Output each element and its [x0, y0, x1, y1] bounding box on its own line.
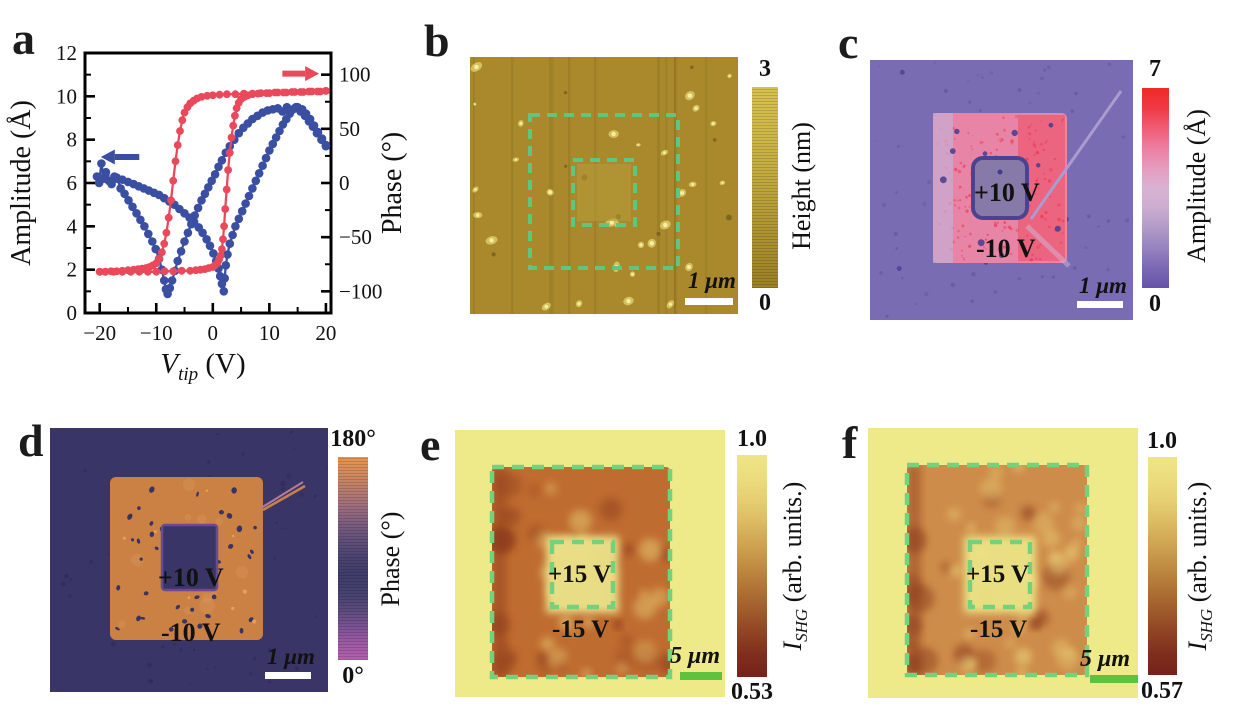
y-left-tick-label: 8: [67, 128, 78, 152]
scale-bar-label: 1 μm: [1079, 273, 1127, 298]
shg-units: (arb. units.): [1182, 481, 1212, 609]
write-voltage-label: +15 V: [548, 561, 611, 588]
phase-colorbar-title: Phase (°): [376, 511, 405, 607]
shg-colorbar-2: [1148, 457, 1177, 675]
shg-symbol: I: [1182, 641, 1212, 651]
shg-symbol: I: [777, 641, 807, 651]
scale-bar: [265, 672, 311, 679]
hysteresis-loop-chart: −20 −10 0 10 20024681012−100−50050100Amplitu…: [6, 41, 408, 385]
y-right-tick-label: −100: [339, 279, 382, 303]
phase-colorbar-min: 0°: [342, 663, 364, 689]
y-right-tick-label: 50: [339, 117, 360, 141]
x-tick-label: 10: [259, 321, 280, 345]
height-colorbar-min: 0: [759, 290, 771, 316]
height-colorbar-max: 3: [759, 56, 771, 82]
y-right-tick-label: 100: [339, 63, 371, 87]
scale-bar-label: 1 μm: [688, 268, 736, 293]
pale-edge-column: [933, 113, 953, 263]
phase-sweep-down-markers: [95, 87, 330, 276]
y-left-tick-label: 0: [67, 301, 78, 325]
x-axis-title: Vtip (V): [160, 348, 245, 385]
inner-poled-patch: [546, 536, 619, 613]
shg-colorbar-1-max: 1.0: [737, 426, 767, 452]
write-voltage-label: +10 V: [158, 563, 224, 592]
amplitude-colorbar: [1142, 88, 1169, 288]
write-voltage-label: -15 V: [552, 616, 609, 643]
panel-letter-c: c: [838, 17, 859, 68]
panel-letter-a: a: [12, 13, 35, 64]
shg-intensity-image-1: +15 V -15 V 5 μm: [455, 430, 725, 697]
amplitude-colorbar-title: Amplitude (Å): [1182, 109, 1211, 263]
amplitude-sweep-down-markers: [95, 102, 331, 296]
poled-region-outline: [967, 539, 1033, 610]
write-voltage-label: +15 V: [966, 561, 1029, 588]
amplitude-axis-arrow-head: [100, 149, 115, 165]
shg-colorbar-2-title: ISHG (arb. units.): [1183, 416, 1217, 716]
shg-mottle: [492, 467, 670, 677]
shg-units: (arb. units.): [777, 481, 807, 609]
shg-subscript: SHG: [792, 608, 812, 642]
poled-region-outline: [489, 464, 673, 680]
pfm-phase-image: +10 V -10 V 1 μm: [50, 428, 328, 692]
phase-colorbar: [338, 457, 368, 660]
shg-subscript: SHG: [1197, 608, 1217, 642]
panel-letter-f: f: [842, 417, 858, 468]
poled-region-outline: [549, 539, 616, 610]
surface-scratch: [1029, 90, 1123, 220]
y-right-tick-label: 0: [339, 171, 350, 195]
x-tick-label: 0: [208, 321, 219, 345]
poled-region-outline: [528, 113, 680, 270]
height-colorbar: [752, 87, 778, 288]
write-voltage-label: -15 V: [970, 616, 1027, 643]
y-left-tick-label: 4: [67, 214, 78, 238]
scale-bar: [685, 298, 733, 305]
scale-bar: [1077, 301, 1123, 308]
shg-colorbar-1-title: ISHG (arb. units.): [778, 416, 812, 716]
panel-letter-d: d: [18, 415, 44, 466]
surface-scratch: [260, 481, 304, 509]
panel-letter-e: e: [420, 419, 441, 470]
amplitude-colorbar-min: 0: [1149, 291, 1161, 317]
topography-image: 1 μm: [470, 57, 738, 314]
inner-poled-patch: [964, 536, 1036, 613]
y-right-tick-label: −50: [339, 225, 372, 249]
shg-colorbar-1: [737, 455, 767, 677]
scale-bar-label: 1 μm: [267, 644, 315, 669]
poled-region-outline: [571, 158, 637, 227]
x-tick-label: −10: [140, 321, 173, 345]
amplitude-colorbar-max: 7: [1149, 56, 1161, 82]
y-left-tick-label: 2: [67, 258, 78, 282]
panel-letter-b: b: [424, 15, 450, 66]
inner-poled-square: [971, 156, 1029, 220]
shg-intensity-image-2: +15 V -15 V 5 μm: [868, 428, 1138, 698]
y-left-tick-label: 12: [56, 41, 77, 65]
y-left-axis-title: Amplitude (Å): [6, 100, 37, 266]
phase-sweep-down-line: [99, 89, 326, 273]
pfm-amplitude-image: +10 V -10 V 1 μm: [870, 60, 1133, 320]
y-right-axis-title: Phase (°): [377, 132, 408, 234]
phase-colorbar-max: 180°: [330, 426, 376, 452]
scale-bar-label: 5 μm: [1080, 646, 1130, 672]
shg-mottle: [907, 465, 1087, 675]
write-voltage-label: +10 V: [974, 178, 1040, 207]
height-colorbar-title: Height (nm): [787, 122, 816, 250]
scale-bar: [1090, 675, 1138, 683]
shg-colorbar-2-max: 1.0: [1147, 428, 1177, 454]
write-voltage-label: -10 V: [976, 234, 1036, 263]
poled-region-outline: [904, 462, 1090, 678]
x-tick-label: 20: [315, 321, 336, 345]
scale-bar: [680, 672, 722, 680]
write-voltage-label: -10 V: [161, 618, 221, 647]
x-tick-label: −20: [83, 321, 116, 345]
inner-poled-patch: [577, 164, 631, 221]
shg-colorbar-1-min: 0.53: [731, 679, 773, 705]
phase-axis-arrow-head: [305, 66, 320, 82]
inner-poled-square: [160, 523, 219, 592]
y-left-tick-label: 10: [56, 84, 77, 108]
y-left-tick-label: 6: [67, 171, 78, 195]
scale-bar-label: 5 μm: [670, 643, 720, 669]
shg-colorbar-2-min: 0.57: [1141, 678, 1183, 704]
